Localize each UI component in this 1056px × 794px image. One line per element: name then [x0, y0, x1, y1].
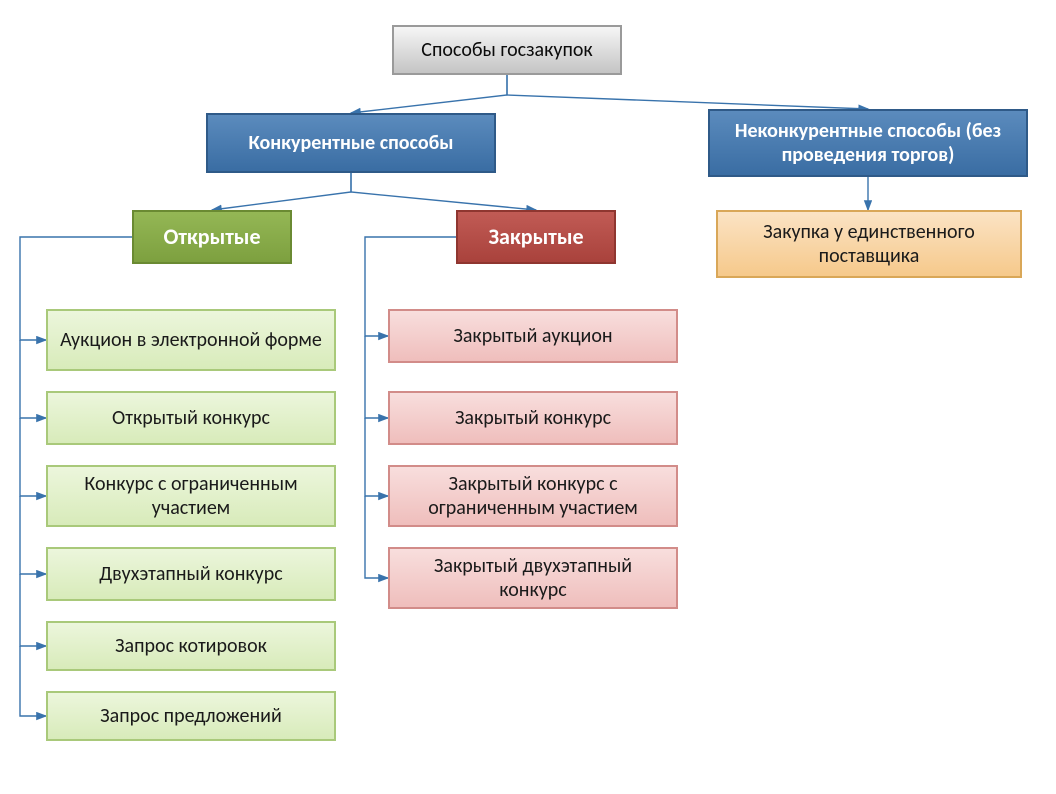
node-label: Закрытый конкурс	[455, 406, 611, 430]
node-label: Закрытый конкурс с ограниченным участием	[400, 472, 666, 520]
node-closed2: Закрытый конкурс с ограниченным участием	[388, 465, 678, 527]
edge	[20, 418, 46, 496]
node-label: Двухэтапный конкурс	[99, 562, 282, 586]
node-label: Закрытый аукцион	[453, 324, 612, 348]
node-label: Способы госзакупок	[421, 38, 592, 62]
node-open1: Открытый конкурс	[46, 391, 336, 445]
node-label: Конкурс с ограниченным участием	[58, 472, 324, 520]
node-competitive: Конкурентные способы	[206, 113, 496, 173]
node-open0: Аукцион в электронной форме	[46, 309, 336, 371]
node-label: Конкурентные способы	[248, 131, 453, 155]
edge	[351, 173, 536, 210]
node-noncompetitive: Неконкурентные способы (без проведения т…	[708, 109, 1028, 177]
edge	[351, 75, 507, 113]
node-open2: Конкурс с ограниченным участием	[46, 465, 336, 527]
node-root: Способы госзакупок	[392, 25, 622, 75]
edge	[365, 418, 388, 496]
edge	[20, 496, 46, 574]
node-open5: Запрос предложений	[46, 691, 336, 741]
node-closed3: Закрытый двухэтапный конкурс	[388, 547, 678, 609]
node-label: Аукцион в электронной форме	[60, 328, 322, 352]
edge	[365, 336, 388, 418]
edge	[212, 173, 351, 210]
node-label: Неконкурентные способы (без проведения т…	[720, 119, 1016, 167]
node-label: Открытый конкурс	[112, 406, 270, 430]
node-closed0: Закрытый аукцион	[388, 309, 678, 363]
node-label: Открытые	[163, 224, 260, 250]
edge	[20, 646, 46, 716]
node-label: Запрос котировок	[115, 634, 267, 658]
edge	[20, 340, 46, 418]
node-label: Закрытые	[488, 224, 583, 250]
node-single_supplier: Закупка у единственного поставщика	[716, 210, 1022, 278]
node-open3: Двухэтапный конкурс	[46, 547, 336, 601]
node-closed1: Закрытый конкурс	[388, 391, 678, 445]
edge	[20, 574, 46, 646]
node-closed: Закрытые	[456, 210, 616, 264]
node-label: Закрытый двухэтапный конкурс	[400, 554, 666, 602]
edge	[507, 75, 868, 109]
edge	[365, 496, 388, 578]
node-open: Открытые	[132, 210, 292, 264]
node-label: Запрос предложений	[100, 704, 282, 728]
node-open4: Запрос котировок	[46, 621, 336, 671]
node-label: Закупка у единственного поставщика	[728, 220, 1010, 268]
